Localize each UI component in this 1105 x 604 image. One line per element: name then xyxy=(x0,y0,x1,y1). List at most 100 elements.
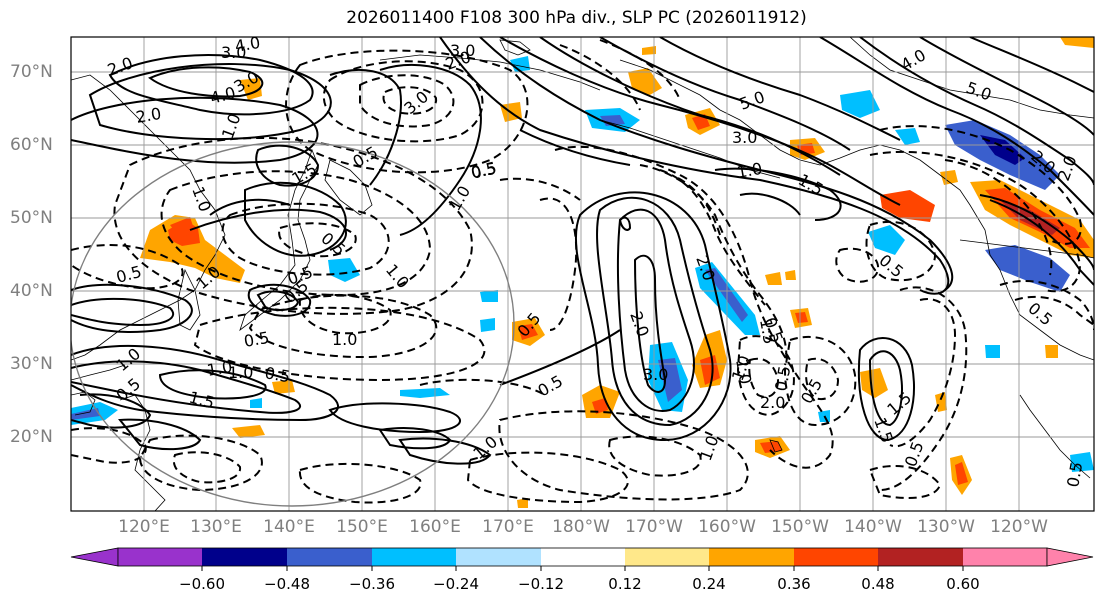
lon-label: 140°W xyxy=(844,517,902,537)
div-patch-subtropic xyxy=(860,368,888,398)
pos-contour xyxy=(88,63,332,141)
pos-contour xyxy=(189,208,347,251)
neg-contour xyxy=(382,86,438,115)
colorbar-segment xyxy=(963,548,1047,566)
map-border xyxy=(70,36,1095,512)
neg-contour xyxy=(539,197,578,331)
pos-contour xyxy=(659,37,901,141)
neg-contour xyxy=(419,378,546,396)
coast-japan xyxy=(239,148,319,332)
div-patch-bc-small xyxy=(940,170,958,185)
neg-contour xyxy=(554,145,834,469)
lat-label-30n: 30°N xyxy=(10,354,53,374)
contour-label: 1.0 xyxy=(732,357,755,385)
neg-patch-bering-2 xyxy=(480,290,498,302)
neg-contour xyxy=(608,435,702,477)
lon-label: 160°W xyxy=(698,517,756,537)
pos-contour xyxy=(633,254,667,393)
pos-contour xyxy=(118,418,202,451)
neg-patch-scs xyxy=(250,398,262,408)
colorbar-right-arrow xyxy=(1046,547,1094,567)
neg-contour xyxy=(879,125,1082,245)
colorbar-left-arrow xyxy=(70,547,119,567)
neg-contour xyxy=(359,74,455,128)
pos-contour xyxy=(969,37,1094,93)
lat-label-40n: 40°N xyxy=(10,281,53,301)
div-patch-arctic-3 xyxy=(1060,37,1094,48)
coast-bering-island xyxy=(499,39,531,56)
pos-contour xyxy=(108,54,314,116)
contour-label: 3.0 xyxy=(643,365,668,384)
colorbar-segment xyxy=(709,548,794,566)
neg-patch-gulf-alaska xyxy=(840,90,880,118)
colorbar-tick-label: −0.36 xyxy=(349,575,395,593)
region-circle xyxy=(71,141,515,507)
coast-asia-east xyxy=(71,74,226,361)
lon-label: 120°W xyxy=(990,517,1048,537)
colorbar-tick-label: −0.12 xyxy=(518,575,564,593)
pos-contour xyxy=(859,37,1094,186)
div-patch-sw-pac xyxy=(232,425,265,438)
neg-contour xyxy=(298,293,392,335)
graticule xyxy=(71,37,1094,511)
neg-contour xyxy=(160,170,432,297)
pos-contour xyxy=(857,337,915,442)
pos-contour xyxy=(71,344,339,422)
div-patch-sp-3 xyxy=(517,498,528,508)
neg-contour xyxy=(677,177,721,236)
pos-contour xyxy=(519,129,631,166)
colorbar-tick-label: −0.60 xyxy=(179,575,225,593)
pos-contour xyxy=(499,37,901,206)
div-patch-pac-sw-core xyxy=(592,398,608,414)
neg-contour xyxy=(113,136,473,315)
lon-label: 150°W xyxy=(771,517,829,537)
slp-negative-contours xyxy=(71,39,1094,504)
colorbar-segment xyxy=(541,548,625,566)
div-patch-arctic-2 xyxy=(642,46,656,55)
neg-contour xyxy=(172,451,242,484)
neg-contour xyxy=(71,427,147,464)
contour-label: 2.0 xyxy=(134,104,162,127)
neg-patch-gulf-2 xyxy=(868,225,905,255)
coast-korea xyxy=(177,268,201,331)
coast-taiwan xyxy=(71,391,96,416)
neg-contour xyxy=(868,464,942,499)
pos-contour xyxy=(499,329,621,386)
div-patch-gulf xyxy=(880,190,935,222)
colorbar xyxy=(70,547,1094,571)
neg-patch-bc-core xyxy=(980,135,1025,165)
lon-label: 160°E xyxy=(409,517,461,537)
lat-label-50n: 50°N xyxy=(10,208,53,228)
neg-contour xyxy=(221,202,390,276)
div-patch-eq xyxy=(1070,452,1094,472)
neg-contour xyxy=(805,357,840,400)
div-patch-kamchatka xyxy=(170,217,195,238)
neg-contour xyxy=(138,434,263,492)
colorbar-tick-label: −0.24 xyxy=(433,575,479,593)
lon-label: 150°E xyxy=(336,517,388,537)
pos-contour xyxy=(71,360,302,414)
pos-contour xyxy=(71,283,193,333)
colorbar-tick-label: 0.48 xyxy=(861,575,895,593)
pos-contour xyxy=(739,192,801,216)
colorbar-tick-label: 0.36 xyxy=(777,575,811,593)
pos-contour xyxy=(439,37,950,295)
pos-contour xyxy=(158,369,267,400)
neg-contour xyxy=(71,244,184,290)
neg-contour xyxy=(999,279,1094,331)
div-patch-sp-5 xyxy=(785,270,796,280)
lat-label-20n: 20°N xyxy=(10,427,53,447)
contour-label: 1.0 xyxy=(228,363,253,382)
neg-contour xyxy=(639,164,788,366)
neg-contour xyxy=(499,177,581,201)
colorbar-ticks xyxy=(201,566,964,571)
contour-label: 0.5 xyxy=(1063,460,1086,488)
contour-label: 3.0 xyxy=(450,41,475,60)
coast-chukotka xyxy=(379,54,601,91)
neg-contour xyxy=(748,357,780,398)
pos-contour xyxy=(616,208,695,412)
neg-contour xyxy=(278,222,357,258)
pos-contour xyxy=(71,393,152,429)
lat-label-60n: 60°N xyxy=(10,135,53,155)
